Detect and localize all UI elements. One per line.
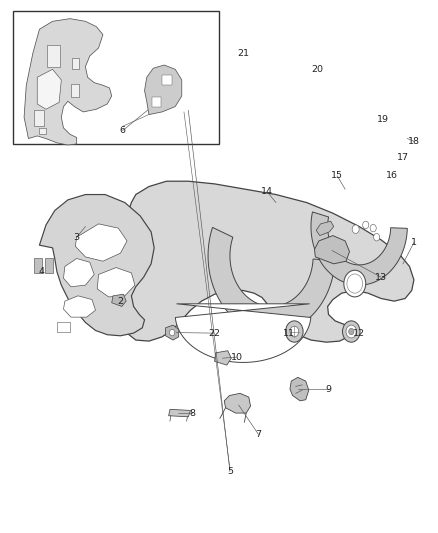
Text: 9: 9 bbox=[325, 385, 332, 393]
Circle shape bbox=[347, 274, 363, 293]
Text: 2: 2 bbox=[117, 297, 124, 305]
Bar bbox=[34, 110, 44, 126]
Bar bbox=[45, 258, 53, 273]
Polygon shape bbox=[24, 19, 112, 145]
Text: 18: 18 bbox=[408, 137, 420, 146]
Bar bbox=[57, 322, 70, 332]
Circle shape bbox=[370, 224, 376, 232]
Bar bbox=[47, 45, 60, 67]
Polygon shape bbox=[64, 296, 95, 317]
Bar bbox=[71, 84, 79, 97]
Polygon shape bbox=[97, 268, 135, 297]
Polygon shape bbox=[224, 393, 251, 413]
Text: 14: 14 bbox=[261, 188, 273, 196]
Bar bbox=[34, 258, 42, 273]
Bar bbox=[72, 58, 79, 69]
Text: 12: 12 bbox=[353, 329, 365, 337]
Bar bbox=[39, 128, 46, 134]
Polygon shape bbox=[311, 212, 407, 285]
Text: 11: 11 bbox=[283, 329, 295, 337]
Polygon shape bbox=[316, 221, 334, 236]
Polygon shape bbox=[290, 377, 309, 401]
Text: 5: 5 bbox=[227, 467, 233, 476]
Circle shape bbox=[344, 270, 366, 297]
Bar bbox=[162, 75, 172, 85]
Polygon shape bbox=[123, 181, 414, 342]
Text: 4: 4 bbox=[39, 268, 45, 276]
Circle shape bbox=[290, 326, 299, 337]
Bar bbox=[152, 97, 161, 107]
Circle shape bbox=[286, 321, 303, 342]
Circle shape bbox=[170, 329, 175, 336]
Text: 19: 19 bbox=[377, 116, 389, 124]
Text: 20: 20 bbox=[311, 65, 324, 74]
Bar bbox=[13, 11, 219, 144]
Text: 21: 21 bbox=[237, 49, 249, 58]
Polygon shape bbox=[166, 325, 179, 340]
Polygon shape bbox=[112, 294, 126, 306]
Text: 15: 15 bbox=[331, 172, 343, 180]
Text: 17: 17 bbox=[397, 153, 409, 161]
Text: 22: 22 bbox=[208, 329, 221, 337]
Circle shape bbox=[363, 221, 369, 229]
Polygon shape bbox=[39, 195, 154, 336]
Circle shape bbox=[346, 325, 357, 338]
Polygon shape bbox=[75, 224, 127, 261]
Circle shape bbox=[349, 328, 354, 335]
Polygon shape bbox=[169, 409, 191, 417]
Text: 1: 1 bbox=[411, 238, 417, 247]
Circle shape bbox=[352, 225, 359, 233]
Text: 7: 7 bbox=[255, 430, 261, 439]
Polygon shape bbox=[145, 65, 182, 115]
Circle shape bbox=[343, 321, 360, 342]
Polygon shape bbox=[215, 351, 231, 365]
Polygon shape bbox=[175, 304, 311, 362]
Text: 10: 10 bbox=[230, 353, 243, 361]
Polygon shape bbox=[208, 228, 335, 333]
Polygon shape bbox=[64, 259, 94, 287]
Text: 16: 16 bbox=[386, 172, 398, 180]
Polygon shape bbox=[37, 69, 61, 109]
Text: 8: 8 bbox=[190, 409, 196, 417]
Text: 3: 3 bbox=[74, 233, 80, 241]
Circle shape bbox=[374, 233, 380, 241]
Text: 6: 6 bbox=[120, 126, 126, 135]
Text: 13: 13 bbox=[375, 273, 387, 281]
Polygon shape bbox=[314, 236, 350, 264]
